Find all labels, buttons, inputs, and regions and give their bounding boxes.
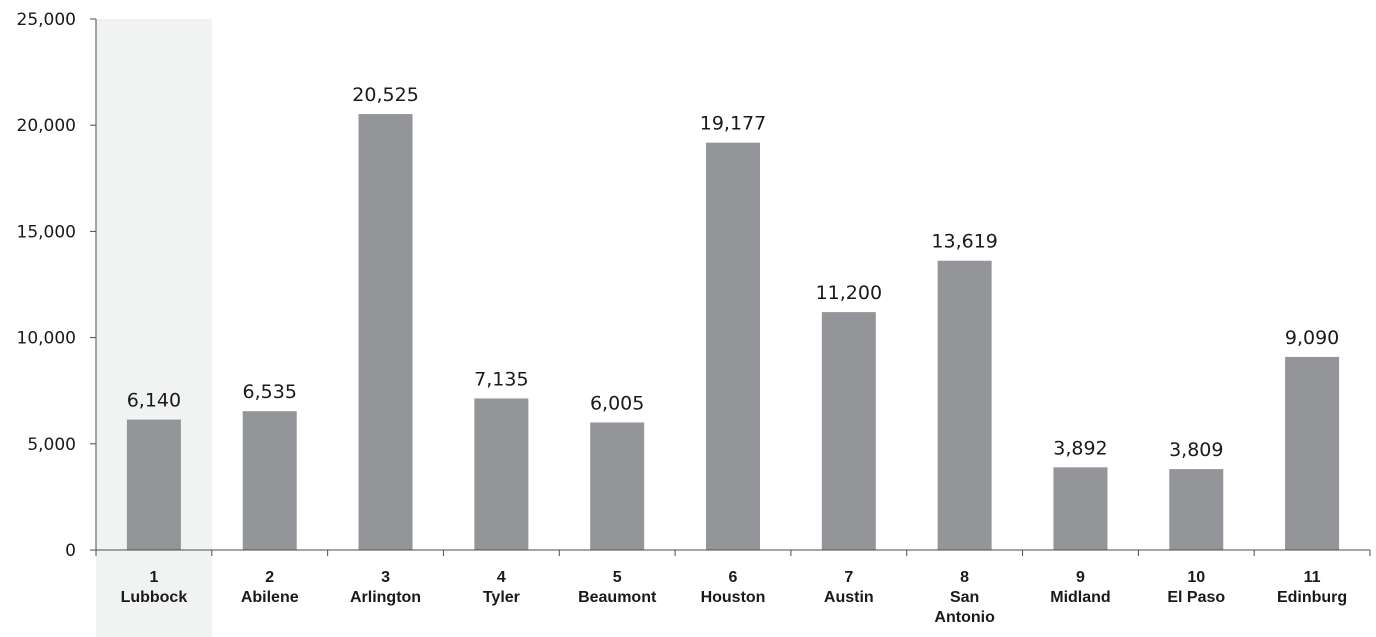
bar-value-label: 19,177 [700, 113, 766, 135]
bar [474, 398, 529, 550]
y-tick-label: 15,000 [17, 222, 76, 242]
bar [706, 142, 760, 550]
x-category-label: 1 Lubbock [121, 569, 188, 606]
bar-value-label: 6,005 [590, 392, 644, 414]
bar-value-label: 6,140 [127, 390, 181, 412]
axes [90, 18, 1371, 556]
x-category-label: 2 Abilene [241, 569, 299, 606]
labels: 6,140 6,535 20,525 7,135 6,005 19,177 11,200 13… [17, 10, 1348, 626]
bar [937, 260, 992, 550]
y-tick-label: 0 [65, 541, 76, 561]
bar-value-label: 9,090 [1285, 327, 1339, 349]
bar [1285, 356, 1340, 550]
x-category-label: 6 Houston [701, 569, 766, 606]
bar-value-label: 11,200 [816, 282, 882, 304]
bar [1053, 467, 1108, 550]
bar-value-label: 3,892 [1053, 437, 1107, 459]
bar-value-label: 20,525 [352, 84, 418, 106]
y-tick-label: 5,000 [27, 435, 76, 455]
bar [590, 422, 645, 550]
bar-value-label: 3,809 [1169, 439, 1223, 461]
bar-value-label: 7,135 [474, 368, 528, 390]
y-tick-label: 20,000 [17, 116, 76, 136]
bar [358, 114, 413, 550]
bar [821, 312, 876, 550]
bar [242, 411, 297, 550]
bar [1169, 469, 1224, 550]
x-category-label: 4 Tyler [483, 569, 520, 606]
bar-value-label: 13,619 [931, 231, 997, 253]
y-tick-label: 25,000 [17, 10, 76, 30]
x-category-label: 10 El Paso [1167, 569, 1225, 606]
bar-value-label: 6,535 [243, 381, 297, 403]
y-tick-label: 10,000 [17, 329, 76, 349]
x-category-label: 8 San Antonio [934, 569, 995, 626]
bars [126, 114, 1340, 550]
x-category-label: 9 Midland [1050, 569, 1110, 606]
x-category-label: 7 Austin [824, 569, 874, 606]
x-category-label: 3 Arlington [350, 569, 421, 606]
x-category-label: 11 Edinburg [1277, 569, 1347, 606]
bar [126, 419, 181, 550]
x-category-label: 5 Beaumont [578, 569, 657, 606]
